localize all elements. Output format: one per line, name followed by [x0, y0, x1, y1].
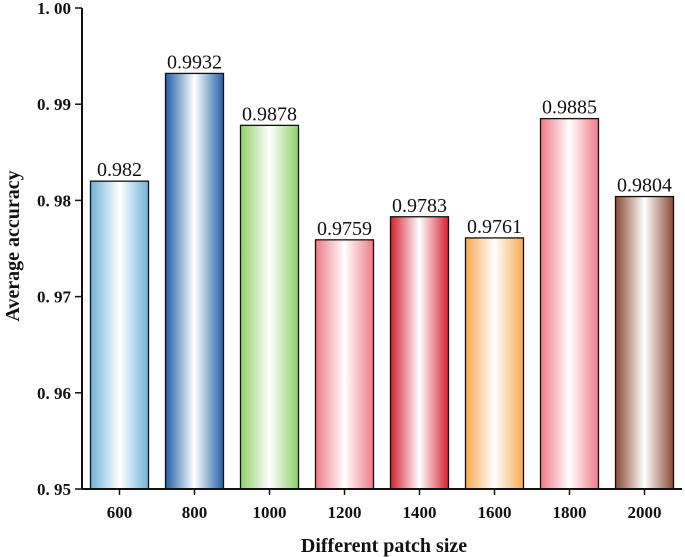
x-tick-label-600: 600	[107, 503, 133, 522]
data-label-800: 0.9932	[167, 51, 222, 73]
bar-800	[164, 72, 225, 490]
y-tick-label: 0. 97	[37, 288, 72, 307]
bar-2000	[614, 195, 675, 490]
bar-1400	[389, 216, 450, 490]
y-tick-label: 0. 98	[37, 191, 71, 210]
data-label-1800: 0.9885	[542, 97, 597, 119]
x-axis-title: Different patch size	[301, 535, 467, 557]
y-tick-label: 0. 95	[37, 480, 71, 499]
bar-600	[89, 180, 150, 490]
data-labels-layer: 0.982 0.9932 0.9878 0.9759 0.9783 0.9761 0.988…	[97, 51, 672, 239]
data-label-1600: 0.9761	[467, 216, 522, 238]
data-label-2000: 0.9804	[617, 175, 672, 197]
x-tick-label-1400: 1400	[403, 503, 437, 522]
bar-1800	[539, 117, 600, 490]
bars-layer	[89, 72, 675, 490]
x-tick-label-1200: 1200	[328, 503, 362, 522]
data-label-1200: 0.9759	[317, 218, 372, 240]
y-tick-label: 1. 00	[37, 0, 71, 18]
x-tick-label-1600: 1600	[478, 503, 512, 522]
y-tick-label: 0. 96	[37, 384, 71, 403]
data-label-1000: 0.9878	[242, 103, 297, 125]
bar-1200	[314, 239, 375, 490]
data-label-1400: 0.9783	[392, 195, 447, 217]
x-tick-label-2000: 2000	[628, 503, 662, 522]
y-tick-label: 0. 99	[37, 95, 71, 114]
y-axis-title: Average accuracy	[2, 170, 24, 321]
bar-1600	[464, 237, 525, 490]
axes-layer: 600 800 1000 1200 1400 1600 1800 2000 0. 95 0. 96…	[37, 0, 682, 522]
x-tick-label-1800: 1800	[553, 503, 587, 522]
x-tick-label-800: 800	[182, 503, 208, 522]
bar-1000	[239, 124, 300, 490]
x-tick-label-1000: 1000	[253, 503, 287, 522]
data-label-600: 0.982	[97, 159, 142, 181]
